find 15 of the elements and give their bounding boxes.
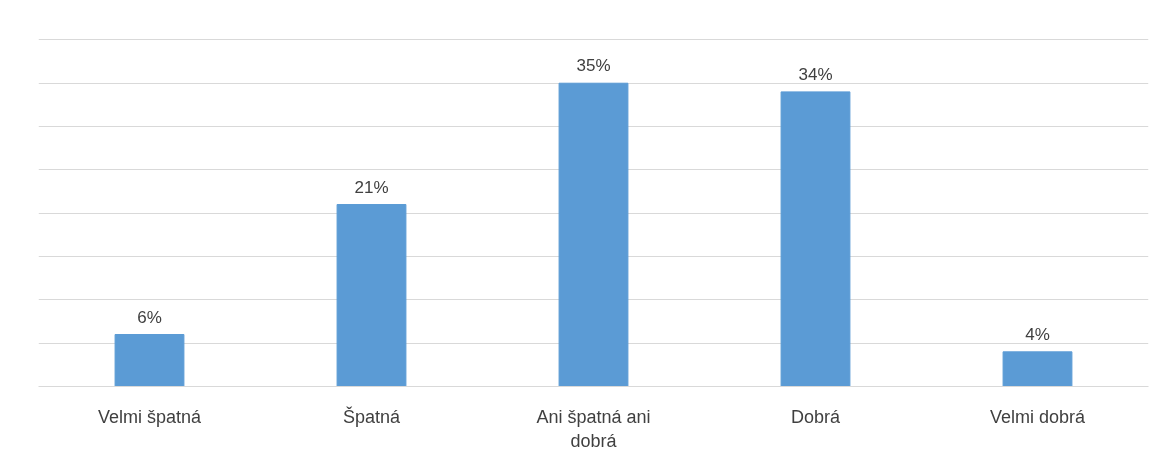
data-label: 4% bbox=[1025, 324, 1050, 344]
bar bbox=[336, 204, 407, 387]
data-label: 21% bbox=[354, 177, 389, 197]
x-tick-label: Dobrá bbox=[790, 406, 841, 427]
bar bbox=[558, 82, 629, 387]
x-tick-label: Špatná bbox=[342, 405, 402, 427]
x-tick-label: Velmi špatná bbox=[97, 406, 203, 427]
data-label: 34% bbox=[798, 64, 833, 84]
bar bbox=[114, 334, 185, 387]
x-tick-label: Velmi dobrá bbox=[989, 406, 1087, 427]
bar bbox=[780, 91, 851, 387]
data-label: 6% bbox=[137, 307, 162, 327]
data-label: 35% bbox=[576, 56, 611, 76]
bar bbox=[1002, 351, 1073, 387]
x-tick-label: Ani špatná ani dobrá bbox=[536, 406, 651, 451]
